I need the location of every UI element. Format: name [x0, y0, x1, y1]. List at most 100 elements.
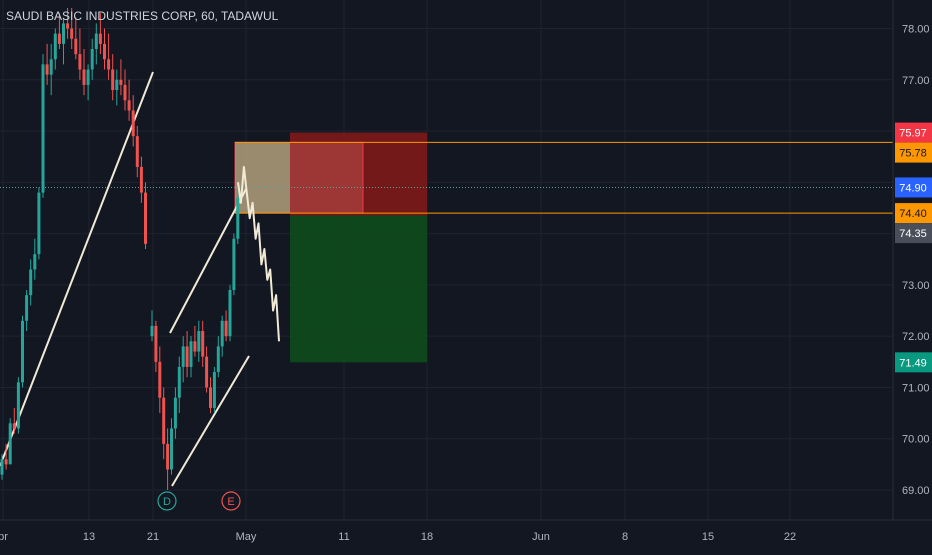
candle-body: [70, 28, 74, 39]
candle-body: [12, 423, 16, 429]
y-tick-label: 70.00: [902, 434, 930, 446]
candle-body: [232, 238, 236, 291]
y-tick-label: 73.00: [902, 280, 930, 292]
candle-body: [209, 387, 212, 408]
trend-lines[interactable]: [0, 71, 250, 487]
candle-body: [181, 346, 185, 367]
candle-body: [115, 79, 119, 91]
chart-title: SAUDI BASIC INDUSTRIES CORP, 60, TADAWUL: [6, 9, 279, 23]
grid-lines: [0, 0, 893, 520]
trend-line-3[interactable]: [171, 355, 250, 487]
event-marker[interactable]: E: [221, 491, 241, 511]
candle-body: [37, 192, 41, 255]
candle-body: [111, 69, 115, 91]
projection-drawing[interactable]: [237, 166, 280, 342]
candle-body: [29, 269, 33, 296]
event-marker-circle: [157, 491, 177, 511]
candle-body: [170, 428, 173, 470]
event-marker-label: E: [227, 496, 234, 508]
candle-body: [119, 79, 123, 85]
price-labels: 75.97 75.78 74.90 74.40 74.35 71.49: [895, 122, 932, 373]
candle-body: [33, 254, 37, 270]
candle-body: [150, 325, 154, 337]
candles: [0, 7, 240, 490]
y-tick-label: 77.00: [902, 75, 930, 87]
y-tick-label: 72.00: [902, 331, 930, 343]
price-label-text: 74.40: [899, 208, 927, 220]
candle-body: [154, 325, 158, 362]
y-tick-label: 69.00: [902, 485, 930, 497]
price-label-text: 75.78: [899, 148, 927, 160]
price-label: 75.97: [895, 122, 932, 143]
candle-body: [53, 33, 57, 60]
x-tick-label: 22: [784, 531, 796, 543]
take-profit-zone[interactable]: [290, 215, 427, 363]
candle-body: [25, 295, 29, 321]
candle-body: [216, 346, 220, 373]
price-label: 75.78: [895, 142, 932, 163]
candle-body: [201, 331, 205, 357]
x-tick-label: 15: [702, 531, 714, 543]
candle-body: [131, 110, 135, 137]
price-label-bg: [895, 203, 932, 224]
candle-body: [45, 64, 49, 75]
x-tick-label: May: [236, 531, 257, 543]
candle-body: [62, 23, 65, 44]
candle-body: [0, 459, 4, 475]
trend-line-2[interactable]: [169, 188, 247, 334]
event-marker[interactable]: D: [157, 491, 177, 511]
time-axis-background: [0, 520, 932, 550]
candle-body: [205, 356, 209, 388]
x-tick-label: 8: [622, 531, 628, 543]
candle-body: [86, 69, 90, 85]
candle-body: [8, 423, 12, 465]
y-tick-label: 78.00: [902, 24, 930, 36]
price-label: 74.90: [895, 177, 932, 198]
x-tick-label: Jun: [532, 531, 550, 543]
candle-body: [21, 320, 24, 383]
time-axis[interactable]: pr 13 21 May 11 18 Jun 8 15 22: [0, 519, 932, 550]
price-label-bg: [895, 142, 932, 163]
x-tick-label: pr: [0, 531, 8, 543]
candle-body: [74, 38, 78, 55]
trend-line-1[interactable]: [0, 71, 154, 467]
candle-body: [236, 197, 240, 239]
candle-body: [94, 33, 98, 50]
price-label: 74.35: [895, 223, 932, 244]
candle-body: [197, 331, 201, 352]
price-axis[interactable]: 69.0070.0071.0072.0073.0074.0075.0076.00…: [892, 0, 932, 520]
price-label-text: 74.90: [899, 182, 927, 194]
candle-body: [135, 136, 139, 167]
x-tick-label: 21: [147, 531, 159, 543]
candle-body: [16, 382, 20, 429]
candle-body: [185, 346, 189, 367]
candle-body: [177, 366, 181, 398]
price-label: 74.40: [895, 203, 932, 224]
price-label-text: 71.49: [899, 357, 927, 369]
price-label-bg: [895, 177, 932, 198]
candle-body: [107, 59, 111, 70]
event-marker-circle: [221, 491, 241, 511]
candle-body: [98, 33, 102, 44]
horizontal-lines[interactable]: [0, 141, 893, 214]
candle-body: [90, 49, 94, 70]
candle-body: [66, 23, 70, 29]
candle-body: [220, 320, 224, 347]
event-marker-label: D: [163, 496, 171, 508]
price-label-text: 74.35: [899, 228, 927, 240]
position-tool[interactable]: [234, 132, 427, 363]
price-label-bg: [895, 122, 932, 143]
candle-body: [162, 397, 166, 444]
candle-body: [212, 372, 216, 408]
candle-body: [82, 69, 86, 85]
projection-path[interactable]: [237, 166, 280, 342]
candle-body: [4, 459, 8, 465]
y-tick-label: 71.00: [902, 382, 930, 394]
candle-body: [144, 192, 147, 244]
price-label-text: 75.97: [899, 128, 927, 140]
candle-body: [173, 397, 177, 429]
